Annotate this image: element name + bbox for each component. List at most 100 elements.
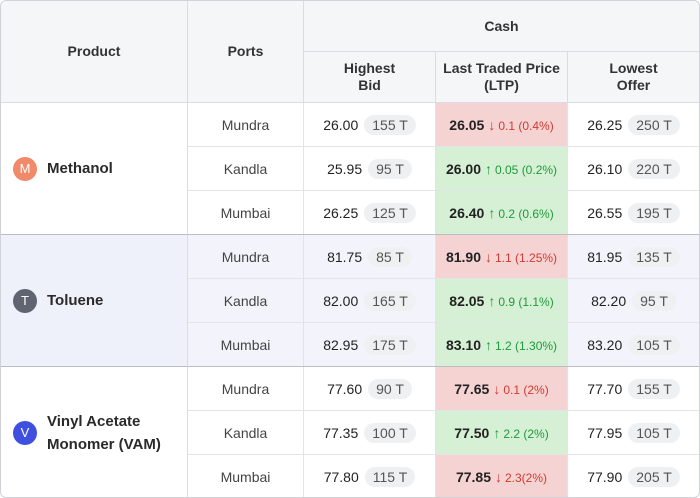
offer-price: 26.25 [587,116,623,133]
product-avatar: V [13,420,37,445]
bid-quantity-badge: 85 T [368,246,412,267]
lowest-offer-cell[interactable]: 77.90 205 T [568,455,699,497]
highest-bid-cell[interactable]: 77.60 90 T [304,367,436,410]
offer-quantity-badge: 135 T [628,246,680,267]
offer-quantity-badge: 105 T [628,422,680,443]
arrow-up-icon: ↑ [488,204,496,221]
product-avatar: M [13,156,37,181]
table-row[interactable]: Kandla 25.95 95 T 26.00 ↑ 0.05 (0.2%) 26.10 220… [188,147,699,191]
ltp-change: ↓ 1.1 (1.25%) [485,249,557,265]
ltp-cell[interactable]: 77.65 ↓ 0.1 (2%) [436,367,568,410]
ltp-change-value: 0.9 (1.1%) [498,294,554,309]
arrow-up-icon: ↑ [493,424,501,441]
offer-quantity-badge: 195 T [628,202,680,223]
arrow-up-icon: ↑ [485,336,492,353]
ltp-change: ↑ 2.2 (2%) [493,425,548,441]
table-row[interactable]: Mundra 81.75 85 T 81.90 ↓ 1.1 (1.25%) 81.95 135… [188,235,699,279]
ltp-change: ↓ 0.1 (0.4%) [488,117,553,133]
ltp-price: 26.00 [445,160,481,177]
lowest-offer-cell[interactable]: 77.70 155 T [568,367,699,410]
offer-price: 26.55 [587,204,623,221]
ltp-price: 82.05 [449,292,485,309]
ltp-change: ↓ 2.3(2%) [495,469,547,485]
ltp-price: 26.05 [449,116,485,133]
table-row[interactable]: Mumbai 77.80 115 T 77.85 ↓ 2.3(2%) 77.90 205 T [188,455,699,497]
table-row[interactable]: Kandla 77.35 100 T 77.50 ↑ 2.2 (2%) 77.95 105 T [188,411,699,455]
offer-price: 77.95 [587,424,623,441]
highest-bid-cell[interactable]: 82.00 165 T [304,279,436,322]
header-ports: Ports [188,1,304,103]
highest-bid-cell[interactable]: 77.80 115 T [304,455,436,497]
port-cell: Kandla [188,279,304,322]
table-row[interactable]: Kandla 82.00 165 T 82.05 ↑ 0.9 (1.1%) 82.20 95 … [188,279,699,323]
arrow-down-icon: ↓ [495,468,502,485]
port-cell: Kandla [188,411,304,454]
ltp-price: 26.40 [449,204,485,221]
highest-bid-cell[interactable]: 26.25 125 T [304,191,436,234]
table-row[interactable]: Mumbai 82.95 175 T 83.10 ↑ 1.2 (1.30%) 83.20 10… [188,323,699,367]
ltp-change-value: 0.2 (0.6%) [498,206,554,221]
ltp-cell[interactable]: 81.90 ↓ 1.1 (1.25%) [436,235,568,278]
port-cell: Mumbai [188,191,304,234]
bid-price: 77.80 [323,468,359,485]
arrow-down-icon: ↓ [488,116,496,133]
ltp-price: 83.10 [445,336,481,353]
lowest-offer-cell[interactable]: 82.20 95 T [568,279,699,322]
lowest-offer-cell[interactable]: 26.25 250 T [568,103,699,146]
lowest-offer-cell[interactable]: 81.95 135 T [568,235,699,278]
ltp-cell[interactable]: 77.85 ↓ 2.3(2%) [436,455,568,497]
bid-quantity-badge: 175 T [364,334,416,355]
ltp-change-value: 2.2 (2%) [503,426,549,441]
highest-bid-cell[interactable]: 81.75 85 T [304,235,436,278]
bid-price: 26.25 [323,204,359,221]
bid-price: 82.95 [323,336,359,353]
ltp-change: ↑ 0.9 (1.1%) [488,293,553,309]
bid-price: 82.00 [323,292,359,309]
product-name: Vinyl Acetate Monomer (VAM) [47,412,161,453]
table-row[interactable]: Mundra 77.60 90 T 77.65 ↓ 0.1 (2%) 77.70 155 T [188,367,699,411]
ltp-cell[interactable]: 83.10 ↑ 1.2 (1.30%) [436,323,568,366]
ltp-change-value: 0.1 (0.4%) [498,118,554,133]
ltp-change-value: 0.1 (2%) [503,382,549,397]
ltp-price: 77.85 [455,468,491,485]
offer-quantity-badge: 155 T [628,378,680,399]
highest-bid-cell[interactable]: 26.00 155 T [304,103,436,146]
header-ltp: Last Traded Price (LTP) [436,52,568,103]
table-row[interactable]: Mumbai 26.25 125 T 26.40 ↑ 0.2 (0.6%) 26.55 195… [188,191,699,235]
table-row[interactable]: Mundra 26.00 155 T 26.05 ↓ 0.1 (0.4%) 26.25 250… [188,103,699,147]
product-cell[interactable]: T Toluene [1,235,188,367]
bid-price: 26.00 [323,116,359,133]
ltp-cell[interactable]: 26.05 ↓ 0.1 (0.4%) [436,103,568,146]
ltp-change: ↑ 0.2 (0.6%) [488,205,553,221]
offer-quantity-badge: 105 T [628,334,680,355]
highest-bid-cell[interactable]: 77.35 100 T [304,411,436,454]
ltp-cell[interactable]: 77.50 ↑ 2.2 (2%) [436,411,568,454]
ltp-change-value: 0.05 (0.2%) [495,162,558,177]
lowest-offer-cell[interactable]: 83.20 105 T [568,323,699,366]
ltp-price: 77.50 [454,424,490,441]
ltp-change: ↓ 0.1 (2%) [493,381,548,397]
bid-quantity-badge: 95 T [368,158,412,179]
ltp-change-value: 1.2 (1.30%) [495,338,558,353]
product-cell[interactable]: V Vinyl Acetate Monomer (VAM) [1,367,188,497]
offer-price: 77.70 [587,380,623,397]
ltp-price: 81.90 [445,248,481,265]
ltp-cell[interactable]: 26.00 ↑ 0.05 (0.2%) [436,147,568,190]
lowest-offer-cell[interactable]: 77.95 105 T [568,411,699,454]
ltp-cell[interactable]: 26.40 ↑ 0.2 (0.6%) [436,191,568,234]
header-product: Product [1,1,188,103]
bid-quantity-badge: 165 T [364,290,416,311]
offer-quantity-badge: 220 T [628,158,680,179]
arrow-down-icon: ↓ [493,380,501,397]
ltp-cell[interactable]: 82.05 ↑ 0.9 (1.1%) [436,279,568,322]
product-cell[interactable]: M Methanol [1,103,188,235]
lowest-offer-cell[interactable]: 26.10 220 T [568,147,699,190]
highest-bid-cell[interactable]: 25.95 95 T [304,147,436,190]
port-cell: Mundra [188,235,304,278]
offer-quantity-badge: 250 T [628,114,680,135]
ltp-price: 77.65 [454,380,490,397]
lowest-offer-cell[interactable]: 26.55 195 T [568,191,699,234]
ltp-change-value: 2.3(2%) [505,470,548,485]
header-cash: Cash [304,1,699,52]
highest-bid-cell[interactable]: 82.95 175 T [304,323,436,366]
